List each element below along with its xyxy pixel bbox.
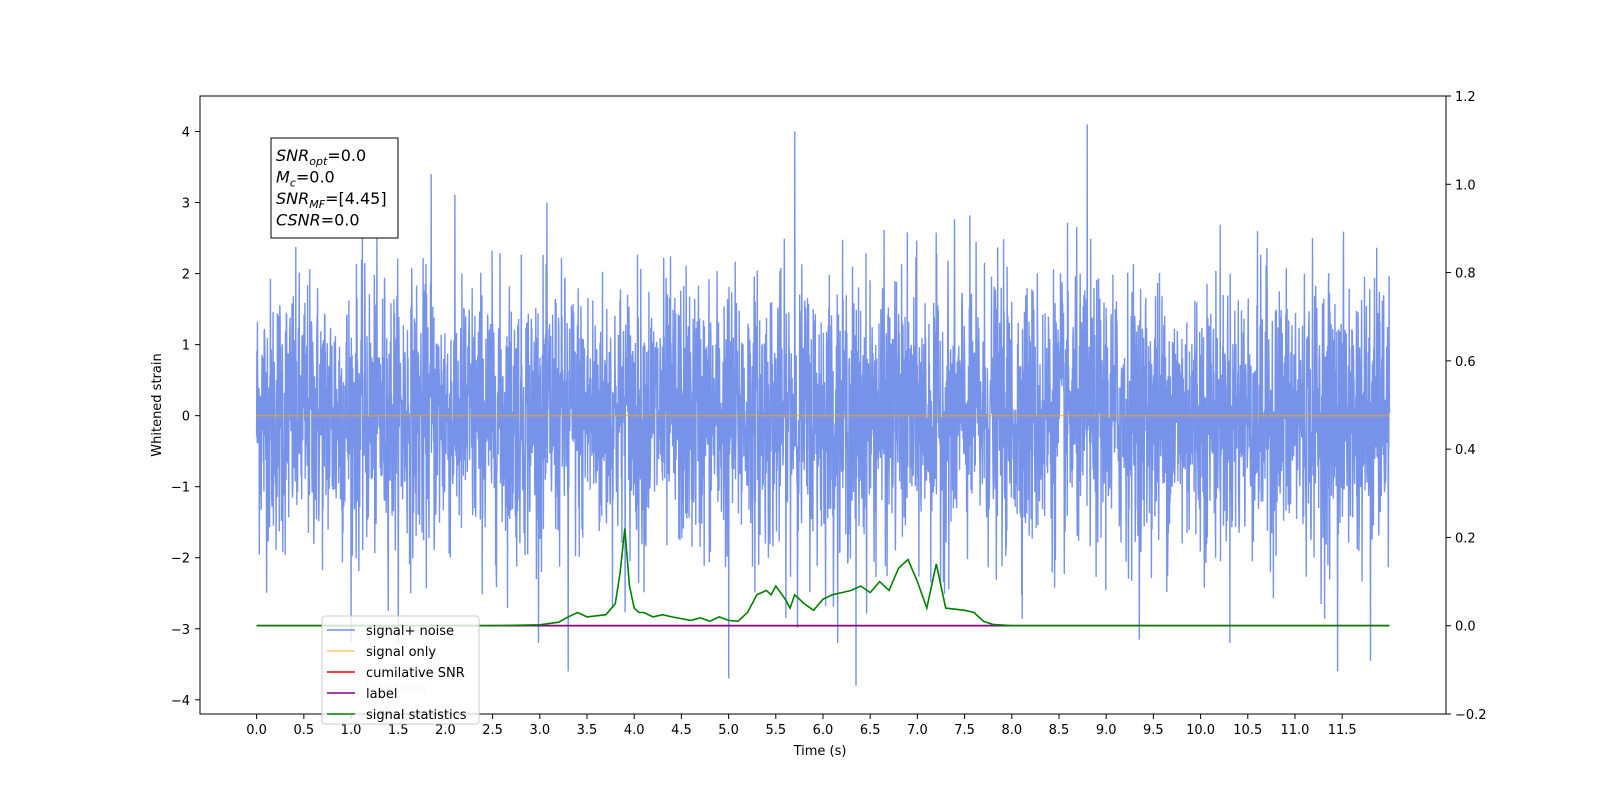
y2-tick-label: 0.0	[1455, 620, 1476, 635]
y-tick-label: 3	[182, 197, 190, 212]
annotation-frame	[270, 137, 399, 239]
annotation-line: CSNR=0.0	[276, 211, 360, 230]
x-tick-label: 0.5	[293, 723, 314, 738]
series-signal-noise	[255, 124, 1391, 686]
x-tick-label: 1.0	[341, 723, 362, 738]
y-tick-label: −3	[171, 623, 190, 638]
y-tick-label: −1	[171, 481, 190, 496]
annotation-line: SNRMF=[4.45]	[276, 189, 387, 211]
x-tick-label: 4.0	[624, 723, 645, 738]
x-tick-label: 7.0	[907, 723, 928, 738]
y-axis-right: 1.2 1.0 0.8 0.6 0.4 0.2 0.0 −0.2	[1446, 90, 1487, 723]
x-axis-label: Time (s)	[793, 744, 847, 759]
x-tick-label: 8.0	[1001, 723, 1022, 738]
y2-tick-label: 0.2	[1455, 531, 1476, 546]
x-tick-label: 1.5	[388, 723, 409, 738]
series-signal-statistics	[256, 528, 1390, 627]
y-axis-label: Whitened strain	[150, 353, 165, 456]
legend-label: signal statistics	[366, 708, 467, 723]
x-tick-label: 11.5	[1328, 723, 1357, 738]
x-tick-label: 10.5	[1233, 723, 1262, 738]
legend-label: signal+ noise	[366, 624, 454, 639]
y-tick-label: 2	[182, 268, 190, 283]
x-tick-label: 6.5	[860, 723, 881, 738]
x-tick-label: 5.5	[765, 723, 786, 738]
y2-tick-label: 0.8	[1455, 267, 1476, 282]
y2-tick-label: 1.0	[1455, 178, 1476, 193]
y-tick-label: −4	[171, 694, 190, 709]
legend-label: cumilative SNR	[366, 666, 465, 681]
x-tick-label: 0.0	[246, 723, 267, 738]
x-tick-label: 2.5	[482, 723, 503, 738]
x-tick-label: 3.0	[529, 723, 550, 738]
y2-tick-label: −0.2	[1455, 708, 1487, 723]
y2-tick-label: 1.2	[1455, 90, 1476, 105]
annotation-line: Mc=0.0	[276, 168, 335, 190]
x-tick-label: 2.0	[435, 723, 456, 738]
y-tick-label: 0	[182, 410, 190, 425]
x-tick-label: 7.5	[954, 723, 975, 738]
legend-label: signal only	[366, 645, 436, 660]
x-tick-label: 9.5	[1143, 723, 1164, 738]
x-tick-label: 5.0	[718, 723, 739, 738]
x-tick-label: 10.0	[1186, 723, 1215, 738]
x-tick-label: 6.0	[813, 723, 834, 738]
y-tick-label: −2	[171, 552, 190, 567]
y-axis-left: 4 3 2 1 0 −1 −2 −3 −4	[171, 126, 200, 709]
x-axis: 0.0 0.5 1.0 1.5 2.0 2.5 3.0 3.5 4.0 4.5 5.0 5.5 6.0 6…	[246, 714, 1357, 738]
annotation-line: SNRopt=0.0	[276, 146, 366, 168]
legend-label: label	[366, 687, 397, 702]
x-tick-label: 4.5	[671, 723, 692, 738]
x-tick-label: 11.0	[1280, 723, 1309, 738]
plot-series	[255, 124, 1391, 686]
y-tick-label: 4	[182, 126, 190, 141]
x-tick-label: 3.5	[577, 723, 598, 738]
y-tick-label: 1	[182, 339, 190, 354]
x-tick-label: 8.5	[1049, 723, 1070, 738]
y2-tick-label: 0.6	[1455, 355, 1476, 370]
y2-tick-label: 0.4	[1455, 443, 1476, 458]
legend-frame	[321, 615, 480, 725]
x-tick-label: 9.0	[1096, 723, 1117, 738]
